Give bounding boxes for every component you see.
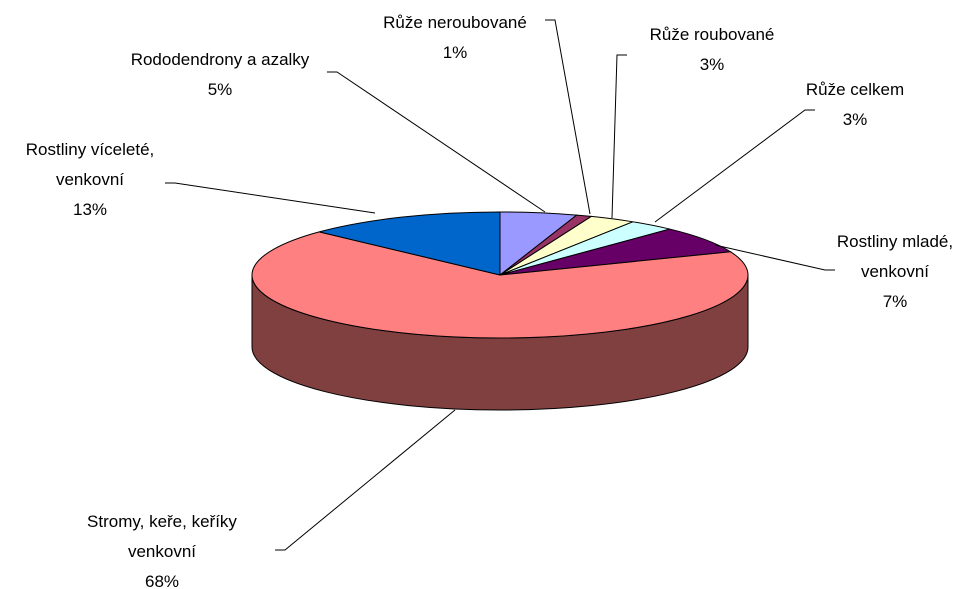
slice	[319, 211, 501, 276]
category-label: Růže roubované	[649, 25, 775, 44]
category-label: Rostliny mladé, venkovní	[836, 232, 954, 281]
leader-line	[654, 109, 815, 223]
category-label: Růže neroubované	[383, 13, 527, 32]
value-label: 68%	[144, 572, 180, 589]
category-label: Rostliny víceleté, venkovní	[25, 140, 155, 189]
value-label: 3%	[699, 55, 725, 74]
slice	[499, 228, 733, 276]
category-label: Rododendrony a azalky	[130, 50, 310, 69]
value-label: 7%	[882, 292, 908, 311]
value-label: 5%	[207, 80, 233, 99]
category-label: Růže celkem	[805, 80, 905, 99]
value-label: 1%	[442, 43, 468, 62]
leader-line	[611, 54, 627, 219]
slice	[251, 231, 749, 339]
leader-line	[714, 244, 835, 271]
leader-line	[327, 71, 546, 213]
leader-line	[275, 409, 456, 551]
leader-line	[165, 182, 376, 214]
value-label: 13%	[72, 200, 108, 219]
value-label: 3%	[842, 110, 868, 129]
leader-line	[545, 19, 591, 215]
category-label: Stromy, keře, keříky venkovní	[87, 512, 237, 561]
